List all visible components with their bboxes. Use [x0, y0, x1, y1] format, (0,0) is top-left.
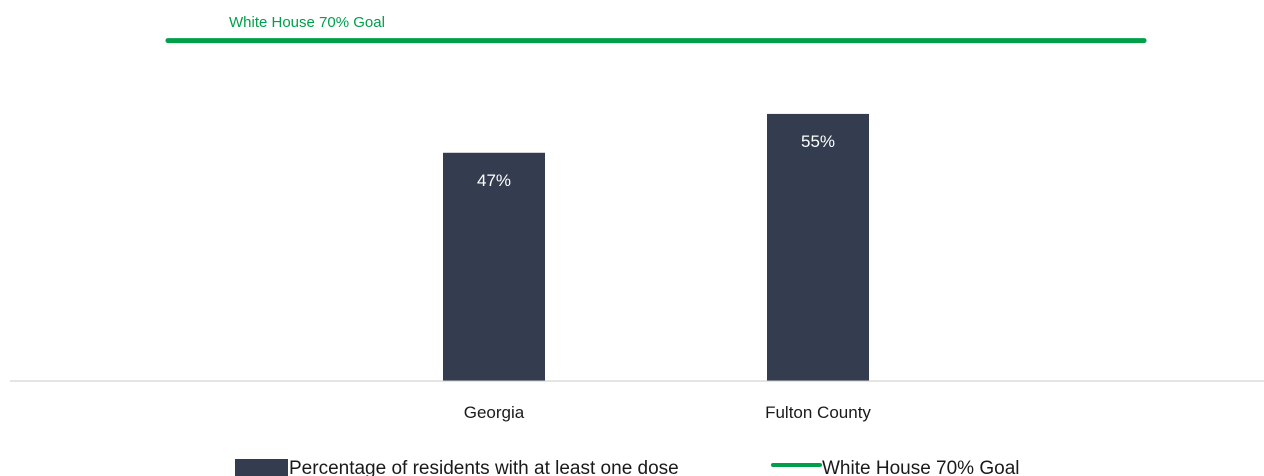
bar-fulton-county [767, 113, 869, 382]
legend: Percentage of residents with at least on… [235, 458, 1020, 476]
goal-line-label: White House 70% Goal [229, 14, 385, 31]
legend-swatch-bar [235, 459, 288, 476]
bar-value-label: 55% [801, 132, 835, 151]
category-label: Georgia [464, 403, 525, 422]
bar-georgia [443, 152, 545, 381]
plot-area: 47% Georgia 55% Fulton County [443, 113, 871, 422]
legend-label-bar: Percentage of residents with at least on… [289, 458, 679, 476]
legend-label-line: White House 70% Goal [822, 458, 1020, 476]
bar-value-label: 47% [477, 171, 511, 190]
category-label: Fulton County [765, 403, 871, 422]
